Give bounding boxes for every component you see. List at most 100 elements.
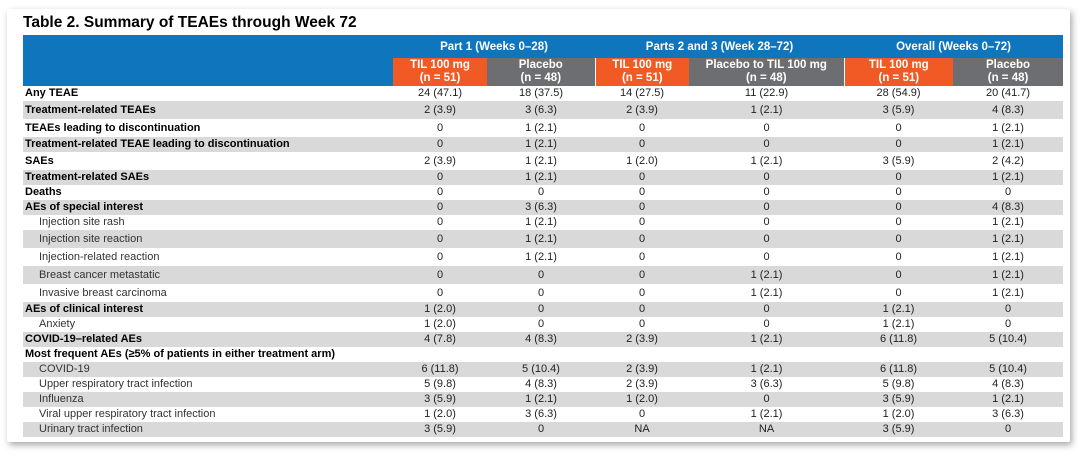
value-cell: 5 (10.4) (953, 362, 1064, 377)
value-cell: 1 (2.1) (689, 362, 845, 377)
value-cell: 4 (8.3) (525, 378, 557, 390)
value-cell: 0 (436, 287, 444, 299)
group-header-row: Part 1 (Weeks 0–28) Parts 2 and 3 (Week … (23, 35, 1064, 58)
value-cell: 1 (2.0) (626, 155, 658, 167)
value-cell: 28 (54.9) (876, 87, 921, 99)
value-cell: 0 (393, 170, 487, 185)
value-cell: 0 (487, 266, 596, 284)
value-cell: 0 (638, 318, 646, 330)
value-cell: 1 (2.1) (525, 122, 557, 134)
value-cell: 0 (537, 318, 545, 330)
value-cell: 3 (6.3) (525, 408, 557, 420)
table-row: Any TEAE 24 (47.1) 18 (37.5) 14 (27.5) 11 (2… (23, 86, 1063, 101)
value-cell: 3 (5.9) (393, 422, 487, 437)
value-cell: 0 (1004, 186, 1012, 198)
value-cell: 0 (844, 170, 954, 185)
value-cell: 3 (5.9) (844, 422, 954, 437)
col-header-part1-placebo: Placebo (n = 48) (487, 58, 596, 86)
row-label: Treatment-related SAEs (23, 170, 393, 185)
value-cell: 1 (2.1) (689, 266, 845, 284)
value-cell: 0 (763, 186, 770, 198)
col-header-parts23-placebo-to-til: Placebo to TIL 100 mg (n = 48) (689, 58, 845, 86)
value-cell: 0 (953, 302, 1064, 317)
value-cell: 1 (2.1) (750, 408, 783, 420)
group-header-parts2-3: Parts 2 and 3 (Week 28–72) (595, 35, 845, 58)
row-label: COVID-19 (23, 362, 393, 377)
table-row: Upper respiratory tract infection 5 (9.8)… (23, 377, 1063, 392)
value-cell: NA (689, 422, 845, 437)
table-row: TEAEs leading to discontinuation 0 1 (2.1)… (23, 119, 1063, 137)
row-label: Deaths (25, 186, 62, 198)
value-cell: 0 (436, 251, 444, 263)
group-header-part1: Part 1 (Weeks 0–28) (393, 35, 596, 58)
value-cell: 0 (689, 170, 845, 185)
value-cell: 0 (638, 122, 646, 134)
table-row: AEs of special interest 0 3 (6.3) 0 0 0 4 (8.3… (23, 200, 1064, 215)
row-label: TEAEs leading to discontinuation (25, 122, 201, 134)
value-cell: 1 (2.1) (487, 230, 596, 248)
value-cell: 2 (3.9) (595, 101, 690, 119)
value-cell: 0 (895, 287, 902, 299)
row-label: Anxiety (39, 318, 76, 330)
value-cell: 0 (895, 122, 902, 134)
value-cell: 1 (2.1) (844, 302, 954, 317)
row-label: Upper respiratory tract infection (39, 378, 193, 390)
row-label: SAEs (25, 155, 54, 167)
column-header-row: TIL 100 mg (n = 51) Placebo (n = 48) TIL 1… (23, 58, 1064, 86)
value-cell: 0 (844, 137, 954, 152)
value-cell: 2 (4.2) (992, 155, 1024, 167)
value-cell: 1 (2.1) (953, 230, 1064, 248)
value-cell: 3 (5.9) (882, 155, 915, 167)
value-cell: 18 (37.5) (518, 87, 564, 99)
value-cell: 0 (393, 137, 487, 152)
value-cell: 0 (763, 251, 770, 263)
value-cell: 0 (763, 216, 770, 228)
row-label: Treatment-related TEAE leading to discon… (23, 137, 393, 152)
teae-summary-table: Part 1 (Weeks 0–28) Parts 2 and 3 (Week … (23, 35, 1064, 437)
value-cell: 1 (2.1) (487, 392, 596, 407)
value-cell: 0 (595, 170, 690, 185)
value-cell: 1 (2.1) (953, 170, 1064, 185)
value-cell: 0 (844, 200, 954, 215)
value-cell: 5 (9.8) (882, 378, 915, 390)
value-cell: 0 (1004, 318, 1012, 330)
value-cell: 3 (5.9) (393, 392, 487, 407)
value-cell: 0 (763, 318, 770, 330)
row-label: Treatment-related TEAEs (23, 101, 393, 119)
value-cell: 0 (393, 230, 487, 248)
value-cell: 5 (10.4) (487, 362, 596, 377)
value-cell: 1 (2.1) (992, 251, 1024, 263)
value-cell: 0 (595, 230, 690, 248)
value-cell: 5 (9.8) (424, 378, 456, 390)
value-cell: 2 (3.9) (424, 155, 456, 167)
value-cell (689, 347, 844, 362)
table-row: Treatment-related TEAEs 2 (3.9) 3 (6.3) 2 (… (23, 101, 1064, 119)
value-cell: 0 (689, 302, 845, 317)
table-row: Invasive breast carcinoma 0 0 0 1 (2.1) 0 1 (2… (23, 284, 1063, 302)
value-cell: 3 (6.3) (750, 378, 783, 390)
table-row: Influenza 3 (5.9) 1 (2.1) 1 (2.0) 0 3 (5.9) 1 … (23, 392, 1064, 407)
value-cell: 1 (2.1) (525, 216, 557, 228)
value-cell: 0 (595, 200, 690, 215)
value-cell: 4 (8.3) (992, 378, 1024, 390)
value-cell: 1 (2.1) (992, 287, 1024, 299)
value-cell: 2 (3.9) (626, 378, 658, 390)
value-cell: 0 (638, 408, 646, 420)
table-row: Treatment-related TEAE leading to discon… (23, 137, 1064, 152)
value-cell: 24 (47.1) (417, 87, 463, 99)
row-label: Viral upper respiratory tract infection (39, 408, 216, 420)
row-label: COVID-19–related AEs (23, 332, 393, 347)
value-cell: 0 (689, 392, 845, 407)
value-cell: 6 (11.8) (844, 362, 954, 377)
value-cell: 1 (2.1) (953, 392, 1064, 407)
value-cell: 1 (2.1) (953, 266, 1064, 284)
value-cell: 6 (11.8) (844, 332, 954, 347)
table-row: SAEs 2 (3.9) 1 (2.1) 1 (2.0) 1 (2.1) 3 (5.9) 2… (23, 152, 1063, 170)
value-cell: 4 (8.3) (953, 200, 1064, 215)
row-label: Breast cancer metastatic (23, 266, 393, 284)
value-cell: 0 (895, 251, 902, 263)
value-cell: 0 (595, 302, 690, 317)
value-cell: 2 (3.9) (595, 362, 690, 377)
value-cell: 1 (2.1) (992, 122, 1024, 134)
value-cell: 1 (2.1) (689, 332, 845, 347)
